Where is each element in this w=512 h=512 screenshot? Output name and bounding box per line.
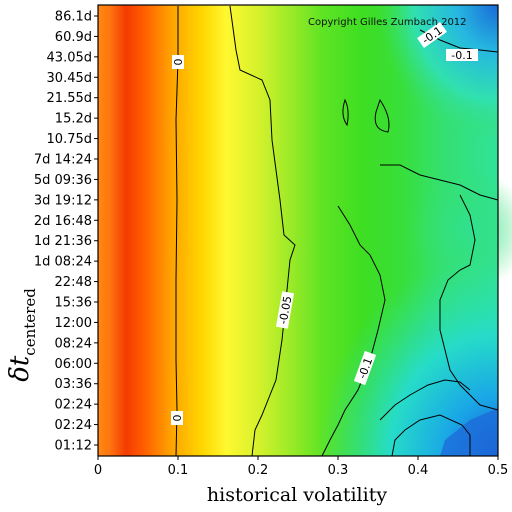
contour-label: -0.05 [277,295,295,325]
y-tick-label: 12:00 [55,316,92,331]
x-axis-title: historical volatility [207,484,387,506]
contour-loop-left [342,98,349,127]
x-tick-label: 0.3 [328,463,349,478]
y-tick-label: 15.2d [55,112,92,127]
y-tick-label: 02:24 [55,418,92,433]
y-axis: 01:12 02:24 02:24 03:36 06:00 08:24 12:00 15:36… [34,10,98,454]
x-tick-label: 0 [94,463,102,478]
y-tick-label: 22:48 [55,275,92,290]
y-tick-label: 60.9d [55,30,92,45]
contour-bottom-step [391,414,471,457]
contour-lower-step [379,379,471,421]
contour-label: 0 [171,415,184,422]
plot-frame [97,4,499,457]
y-tick-label: 7d 14:24 [34,153,92,168]
contour-label: 0 [172,59,185,66]
y-axis-title: δtcentered [5,288,39,382]
contour-label: -0.1 [451,49,472,62]
y-tick-label: 43.05d [47,50,92,65]
y-tick-label: 06:00 [55,357,92,372]
contour-minus-01-right [380,164,499,201]
y-tick-label: 10.75d [47,132,92,147]
y-axis-title-main: δt [5,355,35,382]
contour-minus-005 [229,5,296,457]
x-tick-label: 0.1 [168,463,189,478]
y-tick-label: 5d 09:36 [34,173,92,188]
y-tick-label: 30.45d [47,71,92,86]
x-tick-label: 0.4 [408,463,429,478]
x-tick-label: 0.5 [488,463,509,478]
x-tick-label: 0.2 [248,463,269,478]
y-tick-label: 15:36 [55,296,92,311]
y-tick-label: 02:24 [55,398,92,413]
y-tick-label: 01:12 [55,439,92,454]
copyright-annotation: Copyright Gilles Zumbach 2012 [308,17,467,28]
y-tick-label: 86.1d [55,10,92,25]
svg-text:δtcentered: δtcentered [5,288,39,382]
y-tick-label: 21.55d [47,91,92,106]
contour-inner-teal [439,194,499,411]
x-axis: 0 0.1 0.2 0.3 0.4 0.5 [94,456,508,478]
heatmap-blue-upper-region [98,5,498,456]
y-tick-label: 1d 21:36 [34,234,92,249]
contour-loop-right [374,98,390,133]
y-tick-label: 2d 16:48 [34,214,92,229]
contour-minus-01 [321,205,386,457]
y-axis-title-subscript: centered [21,288,39,356]
contour-label-group: 0 0 -0.05 -0.1 -0.1 -0.1 [171,22,478,425]
heatmap-plot: 0 0 -0.05 -0.1 -0.1 -0.1 Cop [97,4,512,457]
contour-zero [175,6,179,457]
y-tick-label: 3d 19:12 [34,193,92,208]
heatmap-blue-corner-patch [440,408,498,456]
y-tick-label: 03:36 [55,377,92,392]
contour-lines [175,5,499,457]
y-tick-label: 08:24 [55,336,92,351]
y-tick-label: 1d 08:24 [34,255,92,270]
